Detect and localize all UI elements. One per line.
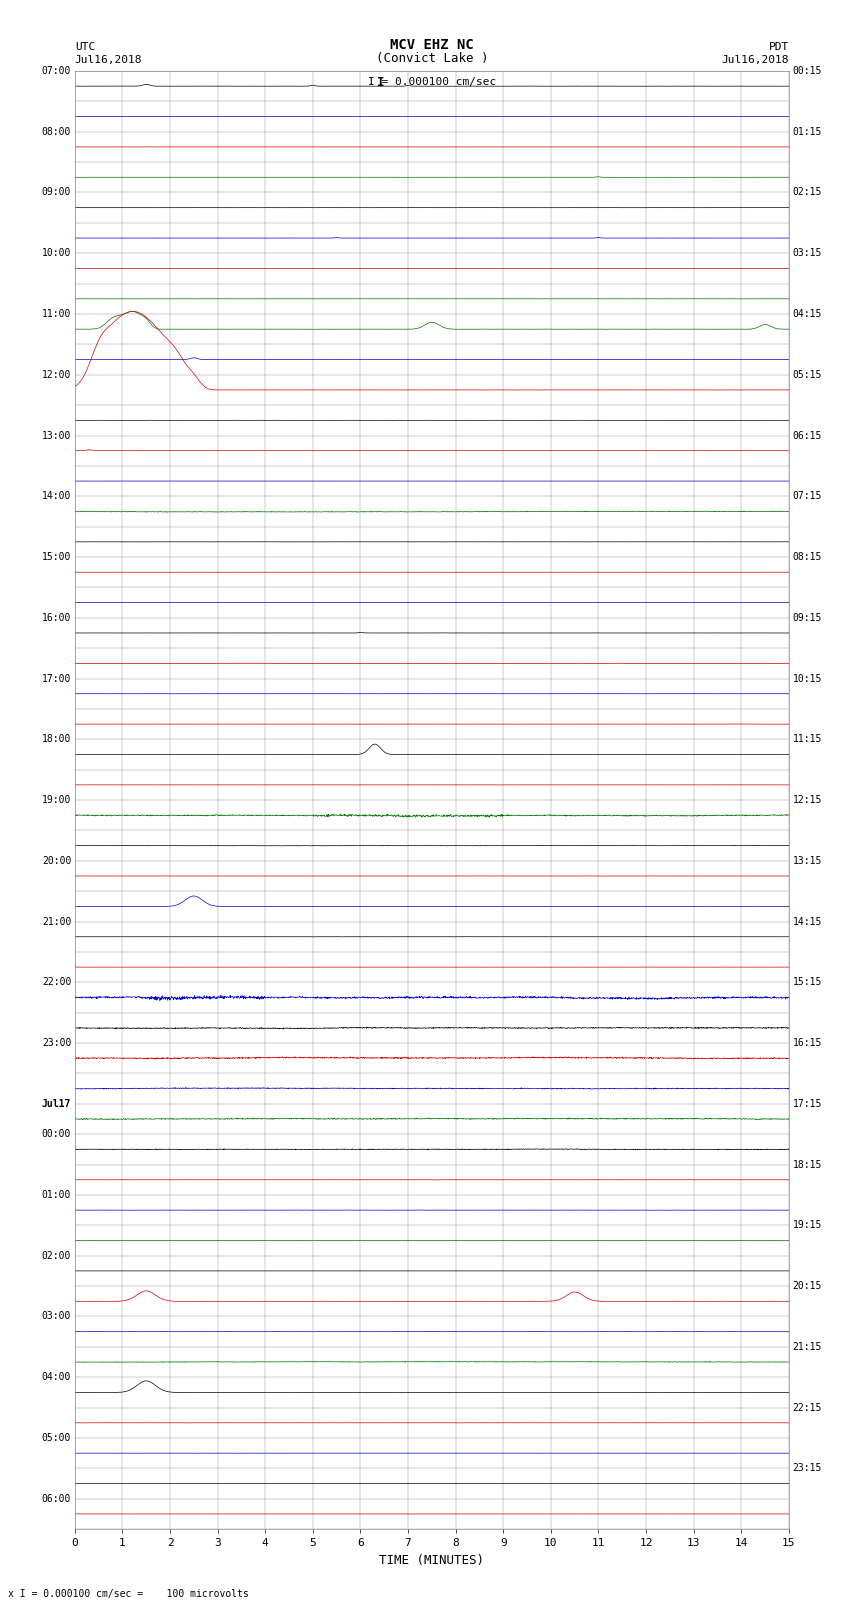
Text: 01:15: 01:15: [792, 127, 822, 137]
X-axis label: TIME (MINUTES): TIME (MINUTES): [379, 1553, 484, 1566]
Text: x I = 0.000100 cm/sec =    100 microvolts: x I = 0.000100 cm/sec = 100 microvolts: [8, 1589, 249, 1598]
Text: 00:15: 00:15: [792, 66, 822, 76]
Text: 04:00: 04:00: [42, 1373, 71, 1382]
Text: Jul16,2018: Jul16,2018: [722, 55, 789, 65]
Text: 15:15: 15:15: [792, 977, 822, 987]
Text: PDT: PDT: [768, 42, 789, 52]
Text: I = 0.000100 cm/sec: I = 0.000100 cm/sec: [368, 77, 496, 87]
Text: Jul16,2018: Jul16,2018: [75, 55, 142, 65]
Text: 09:15: 09:15: [792, 613, 822, 623]
Text: (Convict Lake ): (Convict Lake ): [376, 52, 488, 65]
Text: 16:00: 16:00: [42, 613, 71, 623]
Text: 12:15: 12:15: [792, 795, 822, 805]
Text: MCV EHZ NC: MCV EHZ NC: [390, 37, 473, 52]
Text: 14:00: 14:00: [42, 492, 71, 502]
Text: 07:00: 07:00: [42, 66, 71, 76]
Text: 13:00: 13:00: [42, 431, 71, 440]
Text: UTC: UTC: [75, 42, 95, 52]
Text: 04:15: 04:15: [792, 310, 822, 319]
Text: 08:00: 08:00: [42, 127, 71, 137]
Text: I: I: [377, 76, 384, 89]
Text: 17:00: 17:00: [42, 674, 71, 684]
Text: 10:00: 10:00: [42, 248, 71, 258]
Text: 11:00: 11:00: [42, 310, 71, 319]
Text: 08:15: 08:15: [792, 552, 822, 561]
Text: 12:00: 12:00: [42, 369, 71, 379]
Text: 15:00: 15:00: [42, 552, 71, 561]
Text: 03:15: 03:15: [792, 248, 822, 258]
Text: 18:00: 18:00: [42, 734, 71, 744]
Text: 21:15: 21:15: [792, 1342, 822, 1352]
Text: 20:15: 20:15: [792, 1281, 822, 1290]
Text: 23:00: 23:00: [42, 1039, 71, 1048]
Text: 05:15: 05:15: [792, 369, 822, 379]
Text: 06:00: 06:00: [42, 1494, 71, 1503]
Text: 13:15: 13:15: [792, 857, 822, 866]
Text: 22:15: 22:15: [792, 1403, 822, 1413]
Text: 23:15: 23:15: [792, 1463, 822, 1473]
Text: 06:15: 06:15: [792, 431, 822, 440]
Text: 18:15: 18:15: [792, 1160, 822, 1169]
Text: 21:00: 21:00: [42, 916, 71, 926]
Text: 20:00: 20:00: [42, 857, 71, 866]
Text: 14:15: 14:15: [792, 916, 822, 926]
Text: 07:15: 07:15: [792, 492, 822, 502]
Text: 05:00: 05:00: [42, 1432, 71, 1444]
Text: 22:00: 22:00: [42, 977, 71, 987]
Text: 03:00: 03:00: [42, 1311, 71, 1321]
Text: 11:15: 11:15: [792, 734, 822, 744]
Text: 02:00: 02:00: [42, 1250, 71, 1261]
Text: 10:15: 10:15: [792, 674, 822, 684]
Text: Jul17: Jul17: [42, 1098, 71, 1108]
Text: 09:00: 09:00: [42, 187, 71, 197]
Text: 19:15: 19:15: [792, 1221, 822, 1231]
Text: 19:00: 19:00: [42, 795, 71, 805]
Text: 00:00: 00:00: [42, 1129, 71, 1139]
Text: 02:15: 02:15: [792, 187, 822, 197]
Text: 17:15: 17:15: [792, 1098, 822, 1108]
Text: 01:00: 01:00: [42, 1190, 71, 1200]
Text: 16:15: 16:15: [792, 1039, 822, 1048]
